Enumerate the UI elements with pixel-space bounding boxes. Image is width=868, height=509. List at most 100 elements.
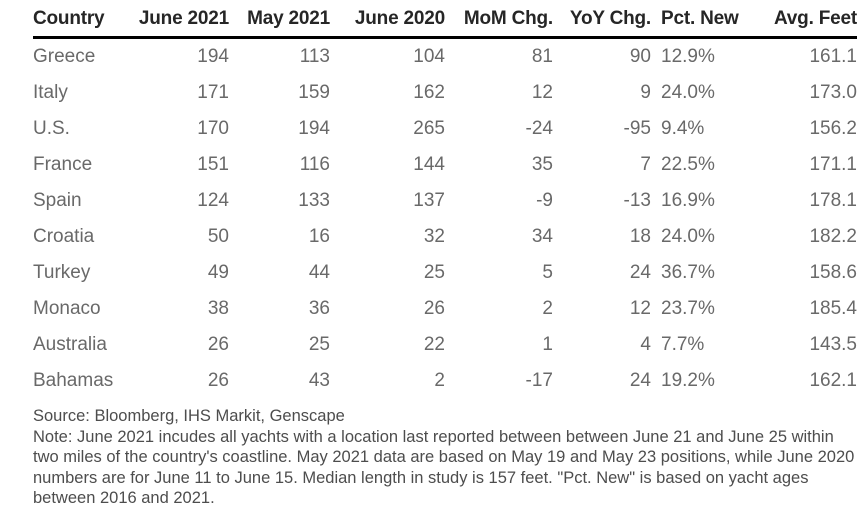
cell-june-2020: 25: [423, 262, 445, 283]
table-row: U.S. 170 194 265 -24 -95 9.4% 156.2: [33, 111, 857, 147]
cell-pct-new: 9.4%: [661, 118, 705, 139]
cell-country: Turkey: [33, 262, 91, 283]
cell-avg-feet: 158.6: [809, 262, 857, 283]
table-row: Spain 124 133 137 -9 -13 16.9% 178.1: [33, 183, 857, 219]
column-header-avg-feet: Avg. Feet: [746, 3, 857, 39]
cell-pct-new: 19.2%: [661, 370, 715, 391]
cell-yoy-chg: 18: [629, 226, 651, 247]
cell-june-2021: 194: [197, 46, 229, 67]
column-header-country: Country: [33, 3, 130, 39]
cell-country: France: [33, 154, 93, 175]
cell-mom-chg: 1: [542, 334, 553, 355]
table-row: Turkey 49 44 25 5 24 36.7% 158.6: [33, 255, 857, 291]
cell-avg-feet: 173.0: [809, 82, 857, 103]
table-row: Bahamas 26 43 2 -17 24 19.2% 162.1: [33, 363, 857, 399]
cell-may-2021: 159: [298, 82, 330, 103]
cell-may-2021: 16: [308, 226, 330, 247]
cell-yoy-chg: 24: [629, 262, 651, 283]
column-header-june-2021: June 2021: [130, 3, 229, 39]
cell-mom-chg: 35: [531, 154, 553, 175]
cell-avg-feet: 162.1: [809, 370, 857, 391]
cell-avg-feet: 182.2: [809, 226, 857, 247]
table-row: France 151 116 144 35 7 22.5% 171.1: [33, 147, 857, 183]
cell-country: Bahamas: [33, 370, 114, 391]
cell-june-2021: 171: [197, 82, 229, 103]
cell-country: Spain: [33, 190, 82, 211]
column-header-may-2021: May 2021: [229, 3, 330, 39]
cell-june-2020: 162: [413, 82, 445, 103]
table-row: Italy 171 159 162 12 9 24.0% 173.0: [33, 75, 857, 111]
cell-yoy-chg: 24: [629, 370, 651, 391]
cell-pct-new: 23.7%: [661, 298, 715, 319]
cell-pct-new: 24.0%: [661, 82, 715, 103]
cell-mom-chg: -9: [536, 190, 553, 211]
cell-june-2020: 265: [413, 118, 445, 139]
source-text: Source: Bloomberg, IHS Markit, Genscape: [33, 407, 345, 425]
cell-may-2021: 116: [299, 154, 330, 175]
column-header-pct-new: Pct. New: [651, 3, 746, 39]
cell-june-2021: 151: [197, 154, 229, 175]
cell-june-2020: 104: [413, 46, 445, 67]
cell-may-2021: 133: [298, 190, 330, 211]
cell-may-2021: 36: [308, 298, 330, 319]
cell-yoy-chg: 90: [629, 46, 651, 67]
cell-country: Australia: [33, 334, 107, 355]
column-header-june-2020: June 2020: [330, 3, 445, 39]
cell-mom-chg: 2: [542, 298, 553, 319]
column-header-mom-chg: MoM Chg.: [445, 3, 553, 39]
cell-yoy-chg: -13: [623, 190, 651, 211]
cell-june-2021: 26: [207, 370, 229, 391]
cell-june-2021: 124: [197, 190, 229, 211]
cell-june-2020: 2: [434, 370, 445, 391]
cell-june-2021: 50: [207, 226, 229, 247]
cell-june-2021: 170: [197, 118, 229, 139]
cell-pct-new: 16.9%: [661, 190, 715, 211]
cell-pct-new: 24.0%: [661, 226, 715, 247]
cell-yoy-chg: 7: [640, 154, 651, 175]
cell-avg-feet: 185.4: [809, 298, 857, 319]
cell-avg-feet: 156.2: [809, 118, 857, 139]
cell-may-2021: 43: [308, 370, 330, 391]
cell-may-2021: 113: [299, 46, 330, 67]
cell-june-2020: 32: [423, 226, 445, 247]
cell-country: U.S.: [33, 118, 70, 139]
cell-mom-chg: -17: [525, 370, 553, 391]
cell-avg-feet: 143.5: [809, 334, 857, 355]
cell-country: Italy: [33, 82, 68, 103]
cell-june-2021: 49: [207, 262, 229, 283]
header-row: Country June 2021 May 2021 June 2020 MoM…: [33, 3, 857, 39]
table-row: Australia 26 25 22 1 4 7.7% 143.5: [33, 327, 857, 363]
cell-june-2021: 38: [207, 298, 229, 319]
cell-pct-new: 12.9%: [661, 46, 715, 67]
table-row: Monaco 38 36 26 2 12 23.7% 185.4: [33, 291, 857, 327]
cell-yoy-chg: 12: [629, 298, 651, 319]
cell-june-2020: 26: [423, 298, 445, 319]
cell-mom-chg: 34: [531, 226, 553, 247]
cell-mom-chg: 12: [531, 82, 553, 103]
table-footnote: Source: Bloomberg, IHS Markit, Genscape …: [33, 406, 859, 509]
cell-pct-new: 36.7%: [661, 262, 715, 283]
cell-country: Monaco: [33, 298, 101, 319]
yacht-count-table: Country June 2021 May 2021 June 2020 MoM…: [33, 3, 857, 399]
cell-country: Greece: [33, 46, 96, 67]
cell-mom-chg: 5: [542, 262, 553, 283]
cell-may-2021: 25: [308, 334, 330, 355]
cell-june-2020: 137: [413, 190, 445, 211]
cell-may-2021: 44: [308, 262, 330, 283]
cell-avg-feet: 171.1: [809, 154, 857, 175]
cell-country: Croatia: [33, 226, 95, 247]
cell-may-2021: 194: [298, 118, 330, 139]
cell-yoy-chg: 4: [640, 334, 651, 355]
cell-pct-new: 22.5%: [661, 154, 715, 175]
cell-yoy-chg: 9: [640, 82, 651, 103]
cell-pct-new: 7.7%: [661, 334, 705, 355]
cell-mom-chg: 81: [531, 46, 553, 67]
column-header-yoy-chg: YoY Chg.: [553, 3, 651, 39]
cell-june-2021: 26: [207, 334, 229, 355]
cell-mom-chg: -24: [525, 118, 553, 139]
cell-june-2020: 22: [423, 334, 445, 355]
table-row: Croatia 50 16 32 34 18 24.0% 182.2: [33, 219, 857, 255]
cell-avg-feet: 161.1: [809, 46, 857, 67]
note-text: Note: June 2021 incudes all yachts with …: [33, 427, 855, 508]
